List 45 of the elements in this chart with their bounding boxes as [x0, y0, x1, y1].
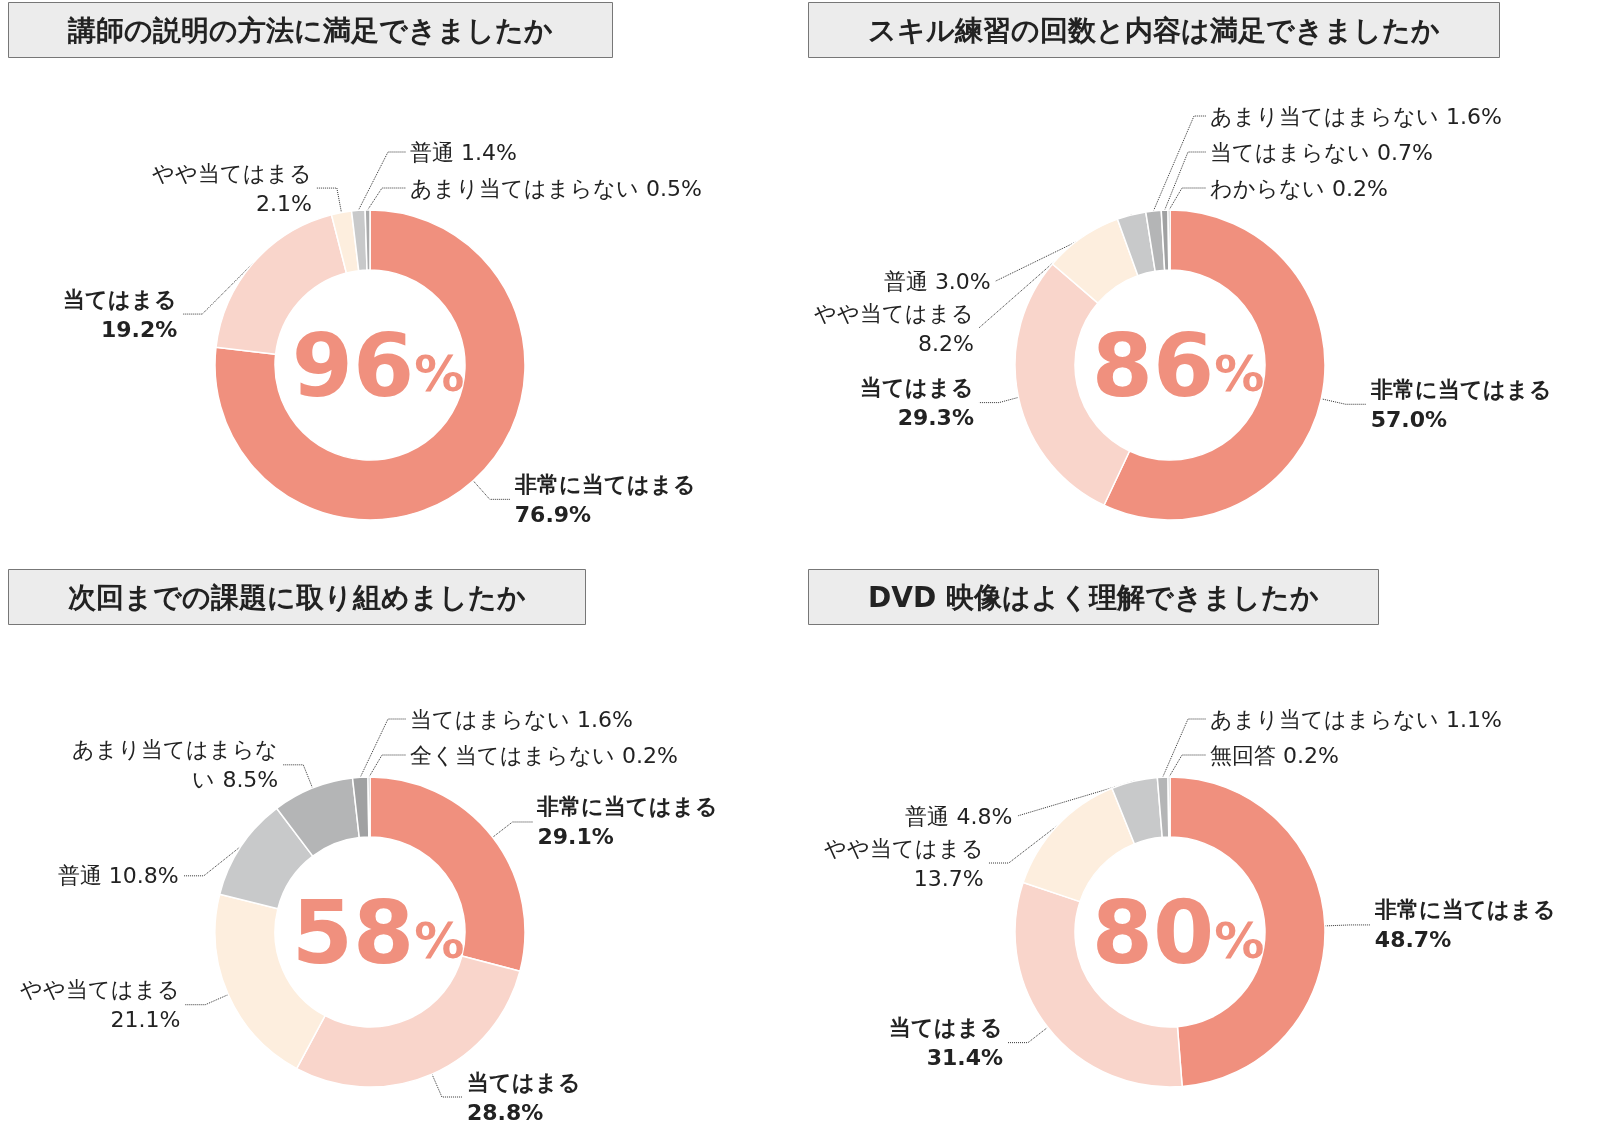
text: 58%	[291, 880, 465, 984]
slice-label: 普通 4.8%	[905, 803, 1013, 829]
data-label: 31.4%	[926, 1045, 1004, 1071]
slice-label: 非常に当てはまる	[1369, 376, 1552, 402]
text: 86%	[1091, 313, 1265, 417]
data-label: 29.3%	[897, 405, 974, 431]
data-label: 2.1%	[255, 190, 312, 216]
slice-label: やや当てはまる	[151, 160, 312, 186]
slice-label: 普通 10.8%	[57, 863, 179, 889]
slice-label: やや当てはまる	[813, 300, 974, 326]
slice-label: 普通 1.4%	[410, 139, 517, 165]
slice-label: 当てはまる	[466, 1069, 581, 1095]
slice-label: あまり当てはまらない 0.5%	[410, 175, 702, 201]
slice-label: 非常に当てはまる	[1373, 897, 1556, 923]
slice-label: 普通 3.0%	[883, 268, 991, 294]
data-label: 13.7%	[913, 865, 984, 891]
data-label: 28.8%	[466, 1099, 544, 1125]
slice-label: あまり当てはまらない 1.1%	[1210, 706, 1502, 732]
slice-label: やや当てはまる	[20, 977, 181, 1003]
chart-title: スキル練習の回数と内容は満足できましたか	[868, 13, 1440, 47]
slice-label: 当てはまる	[889, 1015, 1004, 1041]
slice-label: やや当てはまる	[823, 835, 984, 861]
chart-title: DVD 映像はよく理解できましたか	[868, 580, 1319, 614]
slice-label: 無回答 0.2%	[1210, 742, 1339, 768]
slice-label: 非常に当てはまる	[513, 471, 696, 497]
chart-title: 次回までの課題に取り組めましたか	[68, 580, 526, 614]
slice-label: あまり当てはまらない 8.5%	[72, 737, 279, 793]
data-label: 29.1%	[537, 824, 614, 850]
data-label: 76.9%	[514, 501, 592, 527]
slice-label: 当てはまらない 1.6%	[410, 706, 633, 732]
data-label: 21.1%	[110, 1007, 181, 1033]
text: 96%	[291, 313, 465, 417]
slice-label: わからない 0.2%	[1210, 175, 1388, 201]
data-label: 48.7%	[1374, 927, 1452, 953]
slice-label: 当てはまる	[63, 286, 178, 312]
data-label: 8.2%	[917, 330, 974, 356]
slice-label: 当てはまる	[859, 375, 974, 401]
text: 80%	[1091, 880, 1265, 984]
data-label: 19.2%	[100, 316, 178, 342]
slice-label: あまり当てはまらない 1.6%	[1210, 103, 1502, 129]
chart-title: 講師の説明の方法に満足できましたか	[67, 13, 553, 47]
slice-label: 当てはまらない 0.7%	[1210, 139, 1433, 165]
slice-label: 全く当てはまらない 0.2%	[410, 742, 678, 768]
slice-label: 非常に当てはまる	[536, 794, 719, 820]
data-label: 57.0%	[1370, 406, 1447, 432]
